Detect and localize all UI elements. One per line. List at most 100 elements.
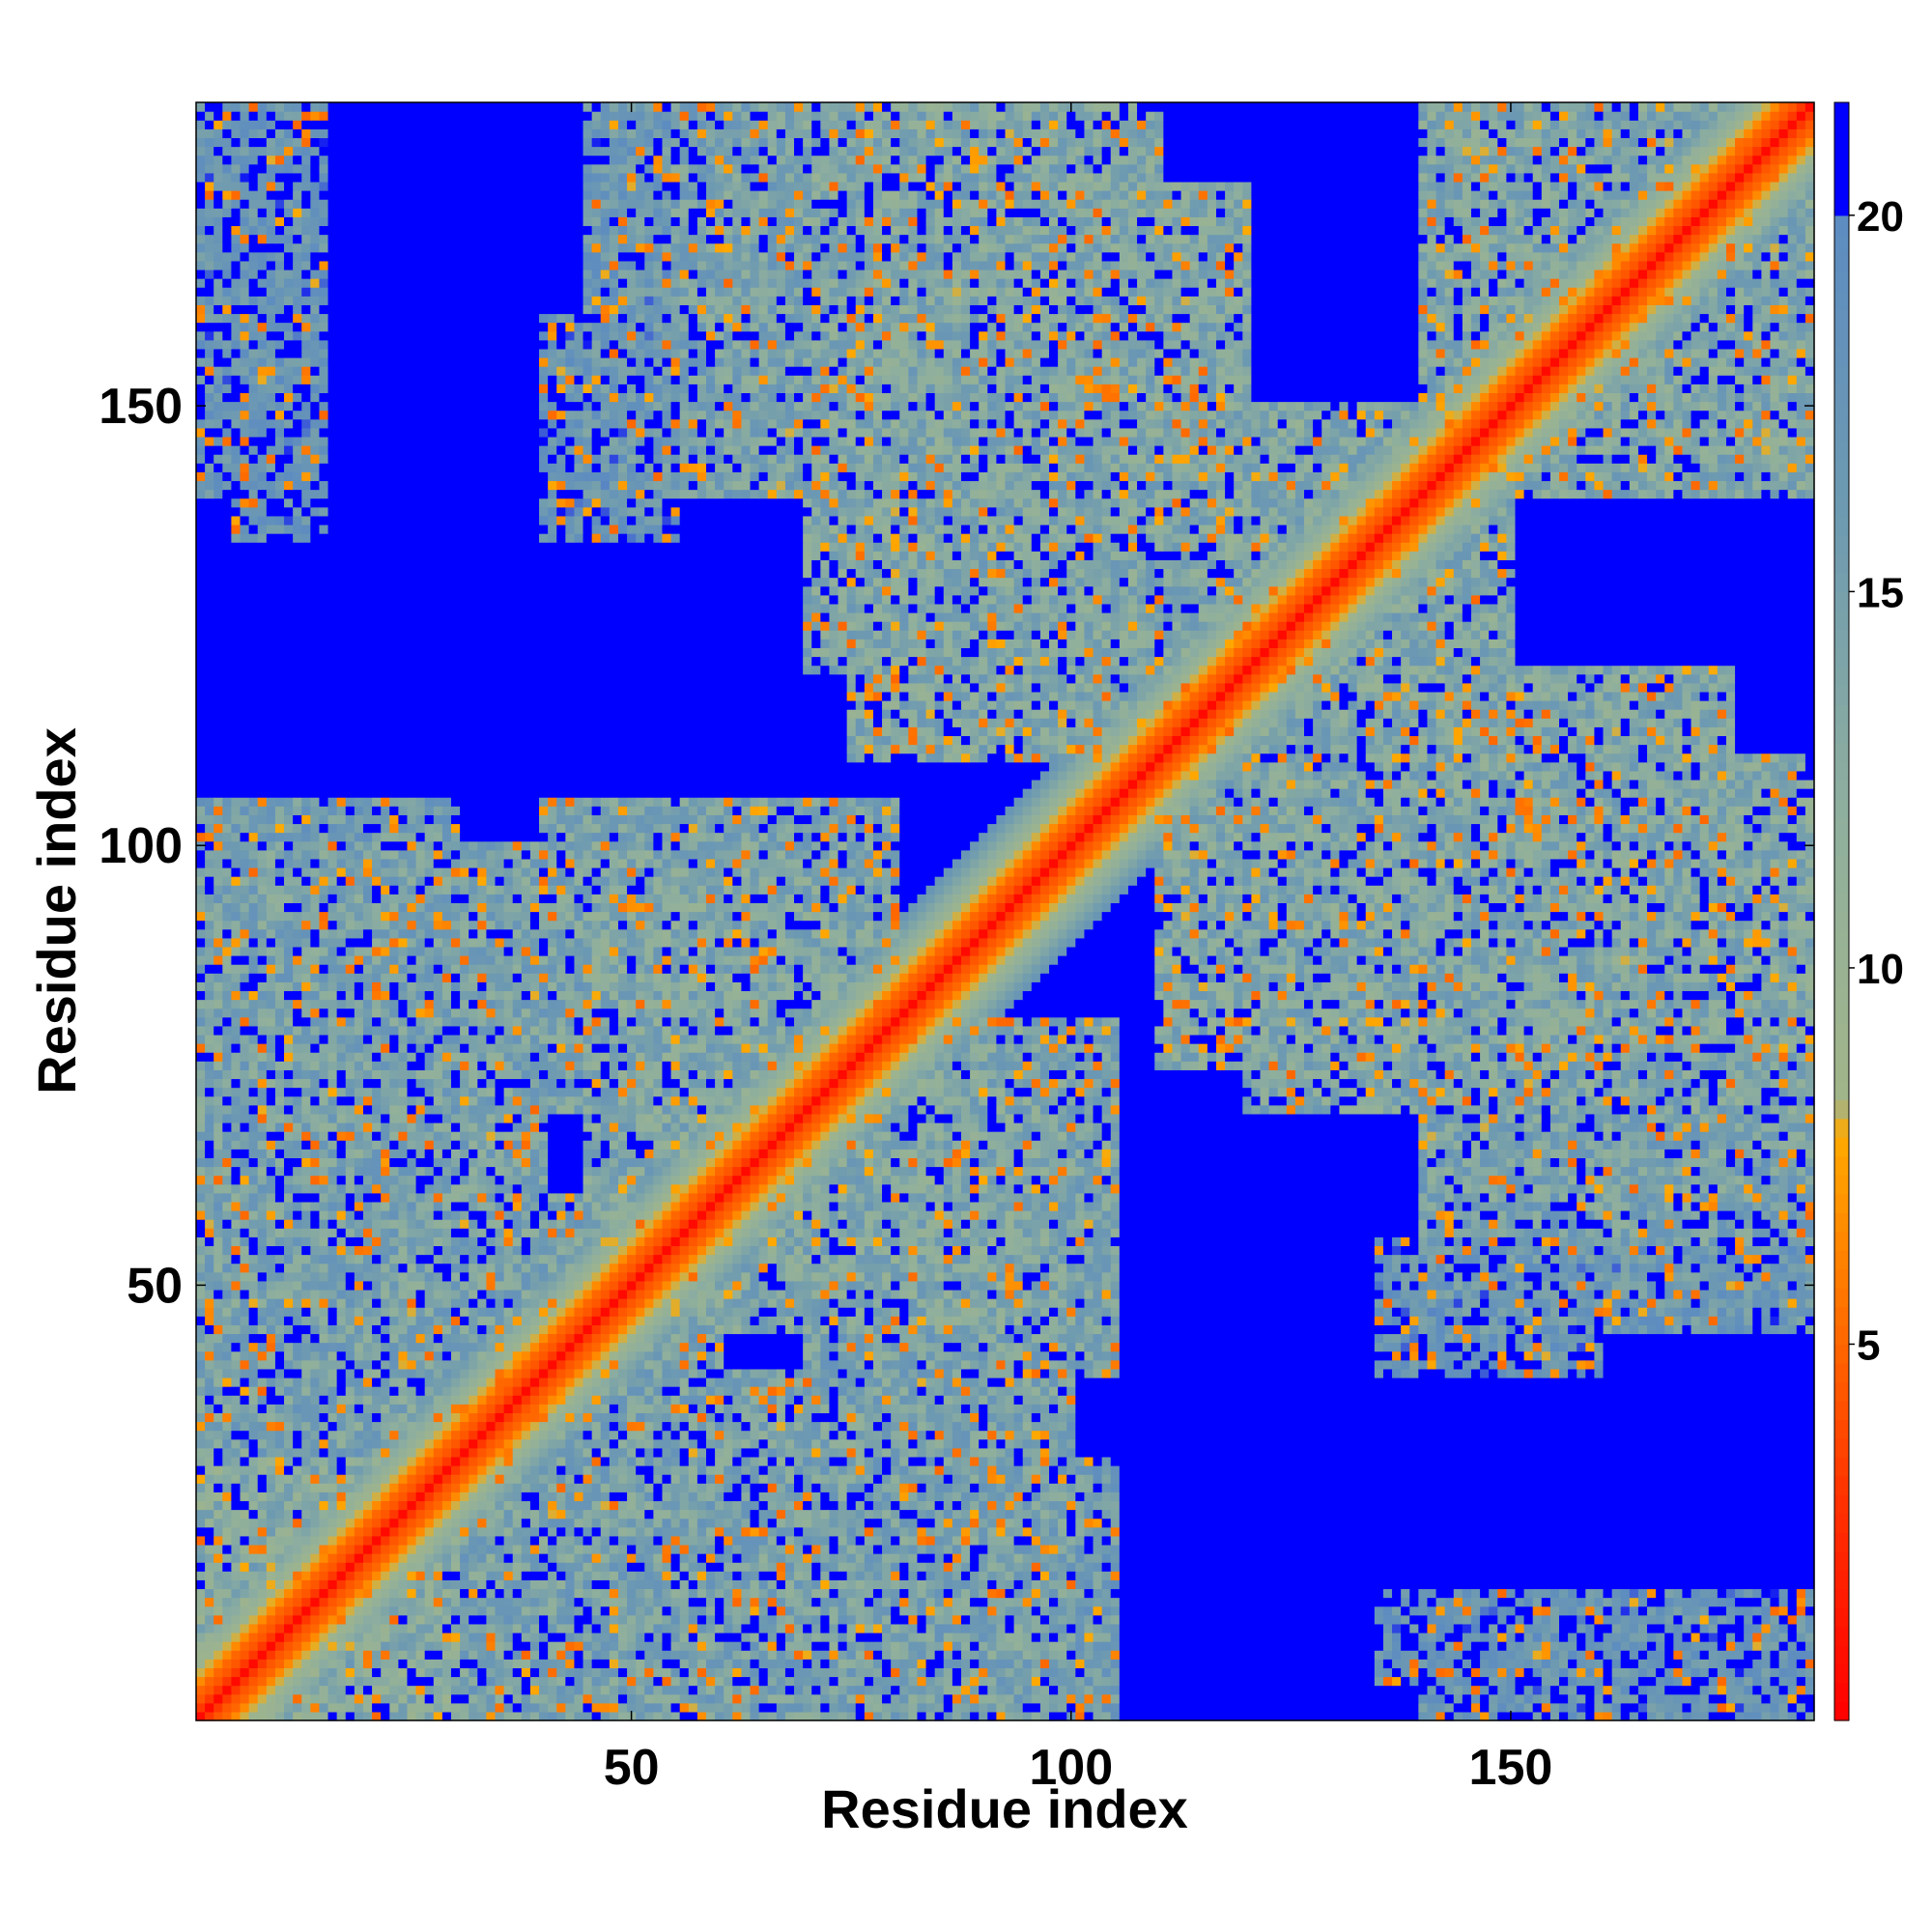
- heatmap-cell: [196, 1659, 206, 1668]
- heatmap-cell: [662, 1579, 672, 1590]
- heatmap-cell: [293, 1711, 302, 1721]
- heatmap-cell: [213, 1377, 223, 1387]
- heatmap-cell: [257, 1650, 268, 1660]
- heatmap-cell: [512, 1562, 523, 1572]
- heatmap-cell: [846, 1605, 857, 1616]
- heatmap-cell: [609, 1702, 619, 1713]
- heatmap-cell: [196, 1518, 206, 1528]
- heatmap-cell: [891, 1702, 900, 1713]
- heatmap-cell: [987, 1465, 997, 1475]
- heatmap-cell: [1101, 1562, 1112, 1572]
- heatmap-cell: [899, 1571, 909, 1580]
- heatmap-cell: [1392, 1614, 1402, 1625]
- heatmap-cell: [882, 1685, 892, 1695]
- heatmap-cell: [1022, 1571, 1033, 1580]
- heatmap-cell: [548, 1614, 557, 1625]
- heatmap-cell: [1804, 1702, 1815, 1713]
- heatmap-cell: [222, 1711, 233, 1721]
- heatmap-cell: [1690, 1659, 1701, 1668]
- heatmap-cell: [1049, 1623, 1059, 1634]
- heatmap-cell: [354, 1421, 364, 1432]
- heatmap-cell: [415, 1447, 426, 1458]
- heatmap-cell: [257, 1579, 268, 1590]
- heatmap-cell: [917, 1500, 927, 1511]
- heatmap-cell: [450, 1421, 461, 1432]
- heatmap-cell: [811, 1483, 821, 1492]
- heatmap-cell: [1594, 1641, 1605, 1651]
- heatmap-cell: [415, 1597, 426, 1607]
- heatmap-cell: [240, 1518, 250, 1528]
- heatmap-cell: [415, 1518, 426, 1528]
- heatmap-cell: [389, 1623, 399, 1634]
- heatmap-cell: [336, 1597, 347, 1607]
- heatmap-cell: [1031, 1693, 1041, 1704]
- heatmap-cell: [1101, 1509, 1112, 1520]
- heatmap-cell: [1374, 1605, 1384, 1616]
- heatmap-cell: [627, 1641, 637, 1651]
- heatmap-cell: [521, 1492, 540, 1502]
- heatmap-cell: [1119, 1614, 1376, 1625]
- heatmap-cell: [213, 1526, 223, 1537]
- heatmap-cell: [609, 1456, 619, 1466]
- heatmap-cell: [696, 1404, 707, 1413]
- heatmap-cell: [565, 1614, 576, 1625]
- heatmap-cell: [407, 1492, 417, 1502]
- heatmap-cell: [679, 1492, 690, 1502]
- heatmap-cell: [1084, 1597, 1094, 1607]
- heatmap-cell: [1075, 1368, 1086, 1378]
- heatmap-cell: [336, 1553, 347, 1563]
- heatmap-cell: [1506, 1693, 1517, 1704]
- heatmap-cell: [591, 1605, 602, 1616]
- heatmap-cell: [1699, 1641, 1710, 1651]
- heatmap-cell: [293, 1659, 302, 1668]
- heatmap-cell: [1058, 1535, 1067, 1546]
- heatmap-cell: [1603, 1641, 1613, 1651]
- heatmap-cell: [1119, 1562, 1815, 1572]
- heatmap-cell: [934, 1430, 945, 1440]
- heatmap-cell: [381, 1359, 390, 1370]
- heatmap-cell: [469, 1350, 478, 1361]
- heatmap-cell: [213, 1492, 223, 1502]
- heatmap-cell: [213, 1605, 223, 1616]
- heatmap-cell: [1577, 1588, 1586, 1599]
- heatmap-cell: [310, 1650, 321, 1660]
- heatmap-cell: [354, 1412, 364, 1423]
- heatmap-cell: [565, 1632, 576, 1642]
- heatmap-cell: [398, 1368, 409, 1378]
- heatmap-cell: [636, 1676, 645, 1687]
- heatmap-cell: [838, 1588, 848, 1599]
- heatmap-cell: [794, 1447, 804, 1458]
- heatmap-cell: [617, 1588, 628, 1599]
- heatmap-cell: [336, 1650, 347, 1660]
- heatmap-cell: [829, 1483, 839, 1492]
- heatmap-cell: [960, 1571, 971, 1580]
- heatmap-cell: [424, 1597, 435, 1607]
- heatmap-cell: [1506, 1605, 1517, 1616]
- heatmap-cell: [1022, 1693, 1033, 1704]
- heatmap-cell: [1699, 1632, 1710, 1642]
- heatmap-cell: [1699, 1623, 1710, 1634]
- heatmap-cell: [539, 1509, 549, 1520]
- heatmap-cell: [882, 1404, 892, 1413]
- heatmap-cell: [556, 1614, 566, 1625]
- heatmap-cell: [1594, 1632, 1605, 1642]
- heatmap-cell: [381, 1597, 390, 1607]
- heatmap-cell: [882, 1474, 892, 1484]
- heatmap-cell: [917, 1483, 927, 1492]
- heatmap-cell: [574, 1500, 584, 1511]
- heatmap-cell: [829, 1659, 839, 1668]
- heatmap-cell: [1075, 1430, 1815, 1440]
- heatmap-cell: [1673, 1614, 1684, 1625]
- heatmap-cell: [1549, 1650, 1560, 1660]
- heatmap-cell: [441, 1597, 452, 1607]
- heatmap-cell: [741, 1500, 752, 1511]
- heatmap-cell: [284, 1509, 294, 1520]
- heatmap-cell: [336, 1588, 347, 1599]
- heatmap-cell: [679, 1526, 690, 1537]
- heatmap-cell: [503, 1474, 514, 1484]
- heatmap-cell: [213, 1667, 223, 1678]
- heatmap-cell: [1031, 1377, 1041, 1387]
- heatmap-cell: [1031, 1588, 1041, 1599]
- heatmap-cell: [293, 1500, 302, 1511]
- heatmap-cell: [495, 1438, 505, 1449]
